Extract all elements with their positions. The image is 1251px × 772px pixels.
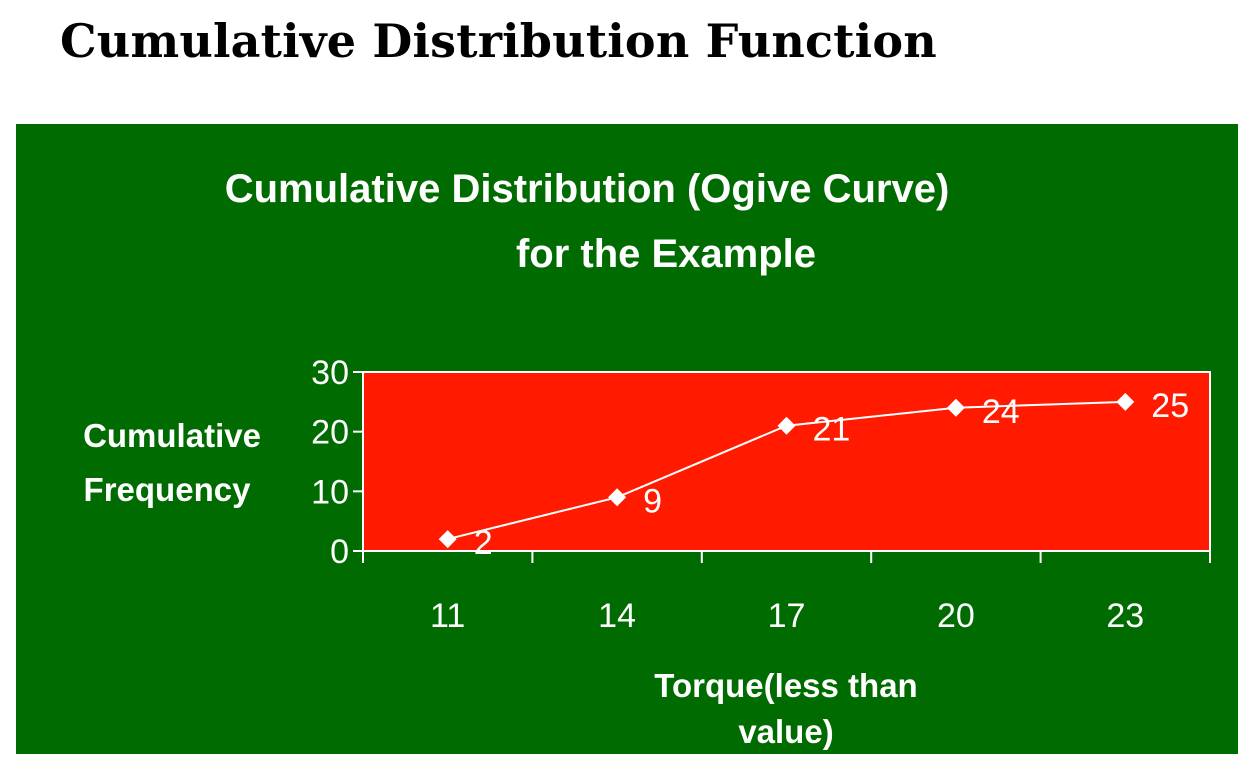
data-label: 24 — [982, 393, 1020, 431]
chart-title-line-2: for the Example — [516, 232, 816, 276]
x-tick-label: 20 — [937, 597, 975, 635]
series-layer: 2 9 21 24 25 — [438, 387, 1189, 562]
data-label: 25 — [1151, 387, 1189, 425]
x-axis-ticks: 11 14 17 20 23 — [362, 551, 1211, 635]
data-label: 21 — [813, 411, 851, 449]
data-label: 9 — [643, 482, 662, 520]
x-axis-title-line-2: value) — [738, 713, 833, 750]
y-axis-ticks: 0 10 20 30 — [311, 354, 363, 571]
data-point-marker — [946, 398, 965, 417]
x-tick-label: 23 — [1106, 597, 1144, 635]
x-tick-label: 11 — [430, 597, 465, 635]
y-axis-title-line-1: Cumulative — [83, 417, 261, 454]
chart-panel: Cumulative Distribution (Ogive Curve) fo… — [16, 124, 1238, 754]
data-point-marker — [1116, 392, 1135, 411]
chart-title-line-1: Cumulative Distribution (Ogive Curve) — [225, 167, 950, 211]
data-point-marker — [438, 530, 457, 549]
y-axis-title-line-2: Frequency — [84, 471, 252, 508]
data-point-marker — [608, 488, 627, 507]
page-title: Cumulative Distribution Function — [60, 14, 937, 68]
axes — [362, 372, 1210, 552]
ogive-chart: Cumulative Distribution (Ogive Curve) fo… — [16, 124, 1238, 754]
data-point-marker — [777, 416, 796, 435]
y-tick-label: 20 — [311, 414, 349, 452]
data-label: 2 — [474, 524, 493, 562]
x-axis-title-line-1: Torque(less than — [654, 667, 917, 704]
x-tick-label: 14 — [598, 597, 636, 635]
y-tick-label: 30 — [311, 354, 349, 392]
x-tick-label: 17 — [768, 597, 806, 635]
y-tick-label: 0 — [330, 533, 349, 571]
y-tick-label: 10 — [311, 473, 349, 511]
plot-area — [362, 371, 1211, 552]
